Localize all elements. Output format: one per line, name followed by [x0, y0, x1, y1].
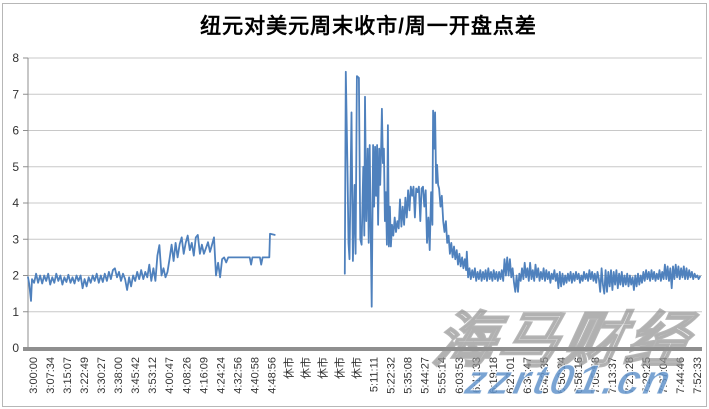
x-tick-label: 7:37:04 — [658, 357, 670, 394]
x-tick-label: 6:58:16 — [573, 357, 585, 394]
x-axis-bar — [23, 347, 702, 351]
x-tick-label: 4:08:26 — [181, 357, 193, 394]
x-tick-label: 4:16:09 — [198, 357, 210, 394]
x-tick-label: 7:44:46 — [675, 357, 687, 394]
y-tick-label: 0 — [12, 341, 19, 355]
x-tick-label: 7:29:25 — [641, 357, 653, 394]
x-tick-label: 4:00:47 — [164, 357, 176, 394]
x-tick-label: 4:48:56 — [266, 357, 278, 394]
x-tick-label: 6:19:18 — [488, 357, 500, 394]
x-tick-label: 4:32:56 — [232, 357, 244, 394]
x-tick-label: 休市 — [316, 357, 330, 379]
x-tick-label: 7:52:33 — [692, 357, 704, 394]
x-tick-label: 3:38:00 — [113, 357, 125, 394]
x-tick-label: 休市 — [333, 357, 347, 379]
chart-title: 纽元对美元周末收市/周一开盘点差 — [200, 15, 537, 38]
y-tick-label: 4 — [12, 196, 19, 210]
series-line-segment — [27, 232, 276, 302]
x-tick-label: 6:34:47 — [522, 357, 534, 394]
x-tick-label: 6:11:33 — [471, 357, 483, 393]
x-tick-label: 5:11:11 — [369, 357, 381, 392]
x-tick-label: 7:13:37 — [607, 357, 619, 394]
x-tick-label: 休市 — [298, 357, 312, 379]
y-tick-label: 2 — [12, 269, 19, 283]
site-watermark: zzrt01.cn — [461, 356, 679, 404]
x-tick-label: 5:55:14 — [437, 357, 449, 394]
y-tick-label: 7 — [12, 87, 19, 101]
y-tick-label: 5 — [12, 160, 19, 174]
y-tick-label: 6 — [12, 124, 19, 138]
x-tick-label: 3:53:12 — [147, 357, 159, 394]
x-tick-label: 3:15:07 — [62, 357, 74, 394]
x-tick-label: 休市 — [281, 357, 295, 379]
x-tick-label: 6:42:35 — [539, 357, 551, 394]
y-tick-label: 1 — [12, 305, 19, 319]
x-tick-label: 6:27:01 — [505, 357, 517, 394]
x-tick-label: 3:07:34 — [45, 357, 57, 394]
x-tick-label: 5:22:32 — [386, 357, 398, 394]
y-tick-label: 3 — [12, 232, 19, 246]
x-tick-label: 3:22:49 — [79, 357, 91, 394]
x-tick-label: 4:40:58 — [249, 357, 261, 394]
series-line-segment — [343, 70, 701, 308]
x-tick-label: 4:24:24 — [215, 357, 227, 394]
x-tick-label: 3:00:00 — [28, 357, 40, 394]
x-tick-label: 6:03:53 — [454, 357, 466, 394]
x-tick-label: 5:44:27 — [420, 357, 432, 394]
x-tick-label: 7:21:28 — [624, 357, 636, 394]
x-tick-label: 7:05:58 — [590, 357, 602, 394]
y-tick-label: 8 — [12, 51, 19, 65]
x-tick-label: 休市 — [350, 357, 364, 379]
x-tick-label: 3:30:27 — [96, 357, 108, 394]
x-tick-label: 3:45:42 — [130, 357, 142, 394]
x-tick-label: 6:50:24 — [556, 357, 568, 394]
x-tick-label: 5:35:08 — [403, 357, 415, 394]
